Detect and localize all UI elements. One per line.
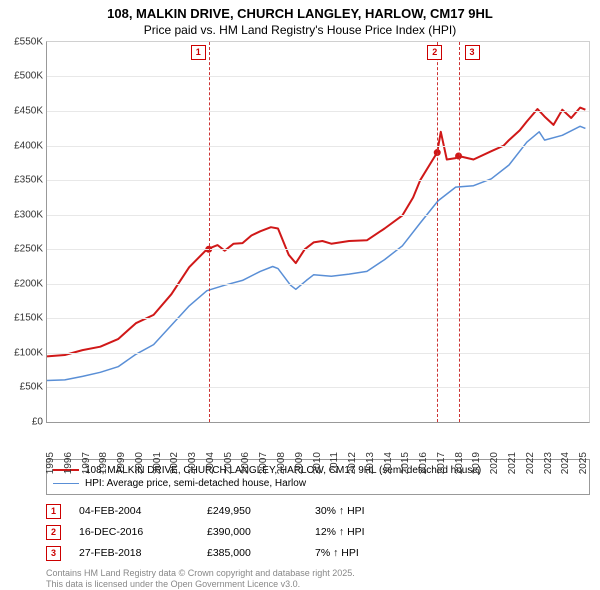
x-axis-label: 2010	[310, 452, 323, 474]
x-axis-label: 2003	[185, 452, 198, 474]
x-axis-label: 2006	[238, 452, 251, 474]
legend-label: HPI: Average price, semi-detached house,…	[85, 478, 306, 489]
sale-event-line	[459, 42, 460, 422]
x-axis-label: 2020	[487, 452, 500, 474]
x-axis-label: 2002	[167, 452, 180, 474]
series-line	[47, 126, 585, 380]
legend-item: HPI: Average price, semi-detached house,…	[53, 477, 583, 490]
x-axis-label: 2009	[292, 452, 305, 474]
x-axis-label: 2012	[345, 452, 358, 474]
gridline	[47, 111, 589, 112]
sales-row-price: £385,000	[207, 547, 297, 559]
x-axis-label: 2007	[256, 452, 269, 474]
footer-line: Contains HM Land Registry data © Crown c…	[46, 568, 590, 579]
y-axis-label: £450K	[14, 105, 47, 116]
sale-event-line	[209, 42, 210, 422]
sales-row-index: 3	[46, 546, 61, 561]
x-axis-label: 2018	[452, 452, 465, 474]
sales-row-pct: 7% ↑ HPI	[315, 547, 415, 559]
gridline	[47, 180, 589, 181]
sales-row-price: £390,000	[207, 526, 297, 538]
x-axis-label: 2021	[505, 452, 518, 474]
sales-row-pct: 12% ↑ HPI	[315, 526, 415, 538]
y-axis-label: £0	[32, 416, 47, 427]
x-axis-label: 2001	[150, 452, 163, 474]
x-axis-label: 2014	[381, 452, 394, 474]
sales-row-pct: 30% ↑ HPI	[315, 505, 415, 517]
gridline	[47, 353, 589, 354]
sale-event-line	[437, 42, 438, 422]
y-axis-label: £350K	[14, 175, 47, 186]
x-axis-label: 2025	[576, 452, 589, 474]
gridline	[47, 76, 589, 77]
x-axis-label: 2008	[274, 452, 287, 474]
chart-container: 108, MALKIN DRIVE, CHURCH LANGLEY, HARLO…	[0, 0, 600, 590]
x-axis-label: 1995	[43, 452, 56, 474]
gridline	[47, 146, 589, 147]
chart-title: 108, MALKIN DRIVE, CHURCH LANGLEY, HARLO…	[0, 0, 600, 23]
sales-row-price: £249,950	[207, 505, 297, 517]
y-axis-label: £400K	[14, 140, 47, 151]
x-axis-label: 2016	[416, 452, 429, 474]
x-axis-label: 2005	[221, 452, 234, 474]
footer-attribution: Contains HM Land Registry data © Crown c…	[46, 568, 590, 590]
footer-line: This data is licensed under the Open Gov…	[46, 579, 590, 590]
y-axis-label: £200K	[14, 278, 47, 289]
gridline	[47, 318, 589, 319]
chart-svg	[47, 42, 589, 422]
x-axis-label: 1999	[114, 452, 127, 474]
sales-row: 3 27-FEB-2018 £385,000 7% ↑ HPI	[46, 543, 590, 564]
gridline	[47, 249, 589, 250]
x-axis-label: 1997	[79, 452, 92, 474]
sales-row: 2 16-DEC-2016 £390,000 12% ↑ HPI	[46, 522, 590, 543]
y-axis-label: £50K	[20, 382, 47, 393]
y-axis-label: £250K	[14, 244, 47, 255]
x-axis-label: 2019	[469, 452, 482, 474]
sales-table: 1 04-FEB-2004 £249,950 30% ↑ HPI 2 16-DEC-201…	[46, 501, 590, 564]
x-axis-label: 2000	[132, 452, 145, 474]
gridline	[47, 387, 589, 388]
sales-row-date: 27-FEB-2018	[79, 547, 189, 559]
chart-subtitle: Price paid vs. HM Land Registry's House …	[0, 23, 600, 37]
sales-row: 1 04-FEB-2004 £249,950 30% ↑ HPI	[46, 501, 590, 522]
y-axis-label: £150K	[14, 313, 47, 324]
y-axis-label: £100K	[14, 347, 47, 358]
gridline	[47, 284, 589, 285]
x-axis-label: 2013	[363, 452, 376, 474]
x-axis-label: 2017	[434, 452, 447, 474]
x-axis-label: 2011	[327, 452, 340, 474]
sales-row-date: 04-FEB-2004	[79, 505, 189, 517]
x-axis-label: 2015	[398, 452, 411, 474]
chart-plot-area: £0£50K£100K£150K£200K£250K£300K£350K£400…	[46, 41, 590, 423]
y-axis-label: £300K	[14, 209, 47, 220]
gridline	[47, 215, 589, 216]
sales-row-date: 16-DEC-2016	[79, 526, 189, 538]
sale-event-marker: 1	[191, 45, 206, 60]
x-axis-label: 2004	[203, 452, 216, 474]
x-axis-label: 2024	[558, 452, 571, 474]
legend-swatch	[53, 483, 79, 484]
y-axis-label: £550K	[14, 36, 47, 47]
sale-event-marker: 3	[465, 45, 480, 60]
y-axis-label: £500K	[14, 71, 47, 82]
x-axis-label: 2022	[523, 452, 536, 474]
sales-row-index: 1	[46, 504, 61, 519]
x-axis-label: 1996	[61, 452, 74, 474]
sales-row-index: 2	[46, 525, 61, 540]
x-axis-label: 2023	[541, 452, 554, 474]
sale-event-marker: 2	[427, 45, 442, 60]
x-axis-label: 1998	[96, 452, 109, 474]
